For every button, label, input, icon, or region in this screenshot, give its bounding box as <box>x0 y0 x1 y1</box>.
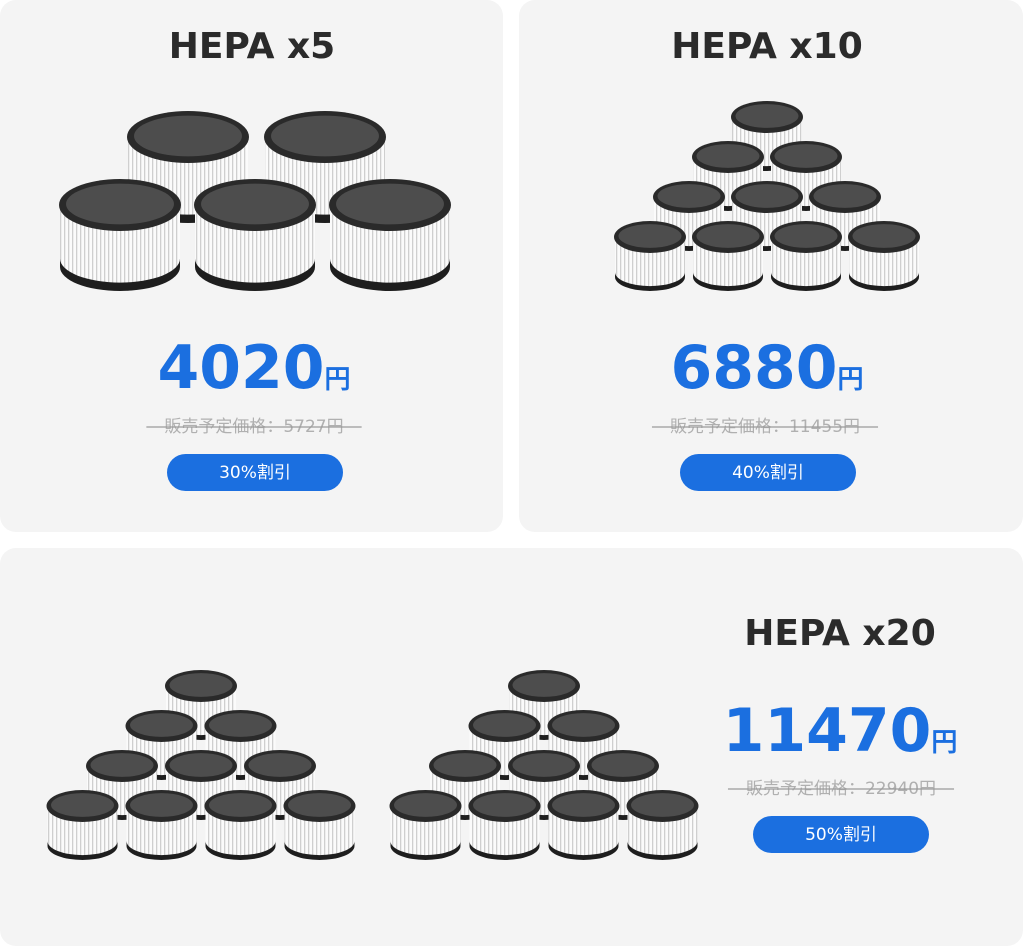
filter <box>547 790 620 860</box>
filter-lid-top <box>394 793 457 817</box>
filter-lid-top <box>134 115 242 157</box>
filter <box>848 221 920 291</box>
filter <box>692 221 764 291</box>
discount-badge <box>680 454 856 491</box>
filter-lid-top <box>169 753 233 777</box>
filter-lid-top <box>735 104 799 128</box>
filter-lid-top <box>696 144 760 168</box>
filter-lid-top <box>813 184 877 208</box>
price-value: 6880 <box>670 333 837 403</box>
filter <box>59 179 181 291</box>
filter-lid-top <box>552 713 615 737</box>
discount: 50%割引 <box>805 825 877 845</box>
filter <box>125 790 198 860</box>
filter-lid-top <box>774 144 838 168</box>
filter <box>46 790 119 860</box>
filter-lid-top <box>852 224 916 248</box>
filter-lid-top <box>51 793 114 817</box>
filter-lid-top <box>433 753 497 777</box>
filter <box>468 790 541 860</box>
filter-lid-top <box>336 183 444 225</box>
price-unit: 円 <box>931 728 957 758</box>
filter-lid-top <box>774 224 838 248</box>
filter-lid-top <box>201 183 309 225</box>
filter-lid-top <box>130 793 193 817</box>
filter-lid-top <box>473 793 536 817</box>
price-unit: 円 <box>837 365 863 395</box>
filter-lid-top <box>473 713 536 737</box>
price: 6880円 <box>670 333 863 403</box>
filter-lid-top <box>248 753 312 777</box>
price-value: 11470 <box>723 696 932 766</box>
title: HEPA x5 <box>169 26 335 67</box>
discount: 30%割引 <box>219 463 291 483</box>
title: HEPA x10 <box>671 26 863 67</box>
product-image <box>46 101 920 860</box>
filter-lid-top <box>512 673 576 697</box>
filter-lid-top <box>512 753 576 777</box>
filter-lid-top <box>169 673 233 697</box>
filter <box>283 790 356 860</box>
price-unit: 円 <box>324 365 350 395</box>
filter-lid-top <box>696 224 760 248</box>
filter-lid-top <box>552 793 615 817</box>
filter-lid-top <box>66 183 174 225</box>
filter <box>614 221 686 291</box>
filter-lid-top <box>209 793 272 817</box>
filter-lid-top <box>288 793 351 817</box>
discount-badge <box>753 816 929 853</box>
filter-lid-top <box>90 753 154 777</box>
price: 4020円 <box>157 333 350 403</box>
filter-lid-top <box>209 713 272 737</box>
filter <box>770 221 842 291</box>
filter-lid-top <box>271 115 379 157</box>
filter-lid-top <box>618 224 682 248</box>
price-value: 4020 <box>157 333 324 403</box>
discount-badge <box>167 454 343 491</box>
filter-lid-top <box>591 753 655 777</box>
filter <box>194 179 316 291</box>
filter-lid-top <box>657 184 721 208</box>
filter <box>204 790 277 860</box>
filter <box>329 179 451 291</box>
filter-lid-top <box>631 793 694 817</box>
filter-lid-top <box>735 184 799 208</box>
title: HEPA x20 <box>744 613 936 654</box>
filter <box>626 790 699 860</box>
filter <box>389 790 462 860</box>
price: 11470円 <box>723 696 958 766</box>
filter-lid-top <box>130 713 193 737</box>
discount: 40%割引 <box>732 463 804 483</box>
